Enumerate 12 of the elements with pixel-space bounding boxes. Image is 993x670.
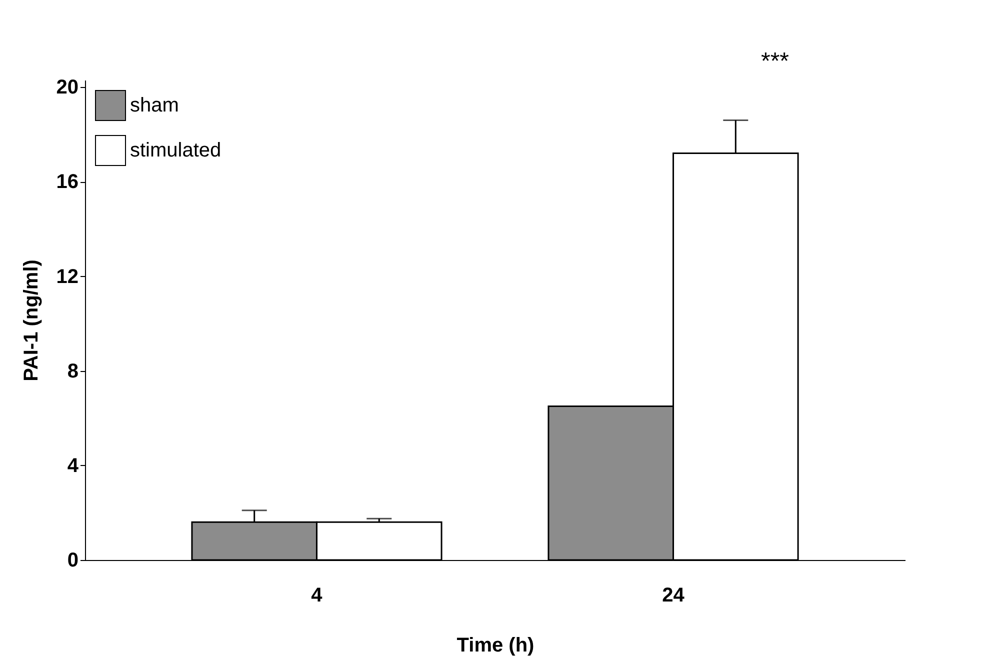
y-tick-label: 20: [56, 76, 78, 99]
x-tick-label: 24: [662, 584, 686, 606]
x-axis-title: Time (h): [456, 634, 534, 656]
text: ***: [760, 48, 790, 75]
legend-label: sham: [130, 94, 179, 116]
y-tick-label: 12: [56, 266, 78, 288]
y-tick-label: 0: [67, 550, 78, 572]
y-tick-label: 4: [67, 454, 80, 477]
y-axis-title: PAI-1 (ng/ml): [20, 260, 42, 382]
y-tick-label: 16: [56, 171, 78, 194]
y-tick-label: 8: [67, 360, 78, 382]
legend-label: stimulated: [130, 140, 222, 162]
